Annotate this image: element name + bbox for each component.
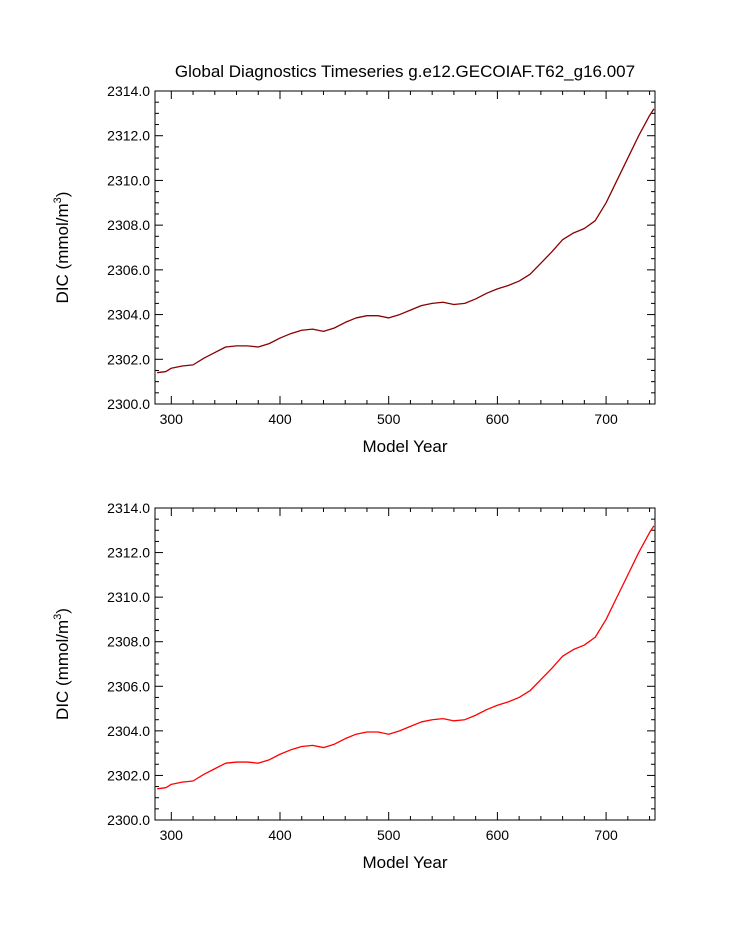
y-tick-label: 2304.0	[107, 307, 150, 323]
series-line	[157, 525, 655, 790]
y-tick-label: 2302.0	[107, 351, 150, 367]
chart-title: Global Diagnostics Timeseries g.e12.GECO…	[175, 62, 635, 81]
x-axis-label: Model Year	[362, 437, 447, 456]
y-tick-label: 2306.0	[107, 678, 150, 694]
chart-panel-2: 300 400 500 600 700 2300.0 2302.0 2304.0 2306.0 2…	[52, 500, 656, 872]
y-tick-label: 2312.0	[107, 545, 150, 561]
y-tick-label: 2300.0	[107, 812, 150, 828]
tick-marks	[155, 507, 655, 821]
y-tick-label: 2300.0	[107, 396, 150, 412]
tick-marks	[155, 90, 655, 405]
x-tick-label: 500	[377, 827, 401, 843]
y-axis-label: DIC (mmol/m3)	[52, 192, 72, 304]
y-tick-label: 2306.0	[107, 262, 150, 278]
x-tick-label: 700	[594, 411, 618, 427]
x-tick-label: 400	[268, 411, 292, 427]
plot-frame	[154, 90, 656, 405]
y-tick-label: 2308.0	[107, 217, 150, 233]
y-tick-label: 2308.0	[107, 634, 150, 650]
series-line	[157, 108, 655, 374]
y-tick-label: 2302.0	[107, 767, 150, 783]
x-axis-label: Model Year	[362, 853, 447, 872]
y-tick-label: 2312.0	[107, 128, 150, 144]
x-tick-label: 400	[268, 827, 292, 843]
x-tick-label: 700	[594, 827, 618, 843]
x-tick-label: 600	[486, 411, 510, 427]
plot-frame	[154, 507, 656, 821]
y-tick-label: 2304.0	[107, 723, 150, 739]
chart-panel-1: 300 400 500 600 700 2300.0 2302.0 2304.0 2306.0 2…	[52, 83, 656, 456]
x-tick-label: 600	[486, 827, 510, 843]
y-tick-label: 2314.0	[107, 500, 150, 516]
x-tick-label: 300	[160, 827, 184, 843]
y-axis-label: DIC (mmol/m3)	[52, 608, 72, 720]
y-tick-label: 2310.0	[107, 172, 150, 188]
y-tick-label: 2314.0	[107, 83, 150, 99]
y-tick-label: 2310.0	[107, 589, 150, 605]
x-tick-label: 500	[377, 411, 401, 427]
x-tick-label: 300	[160, 411, 184, 427]
